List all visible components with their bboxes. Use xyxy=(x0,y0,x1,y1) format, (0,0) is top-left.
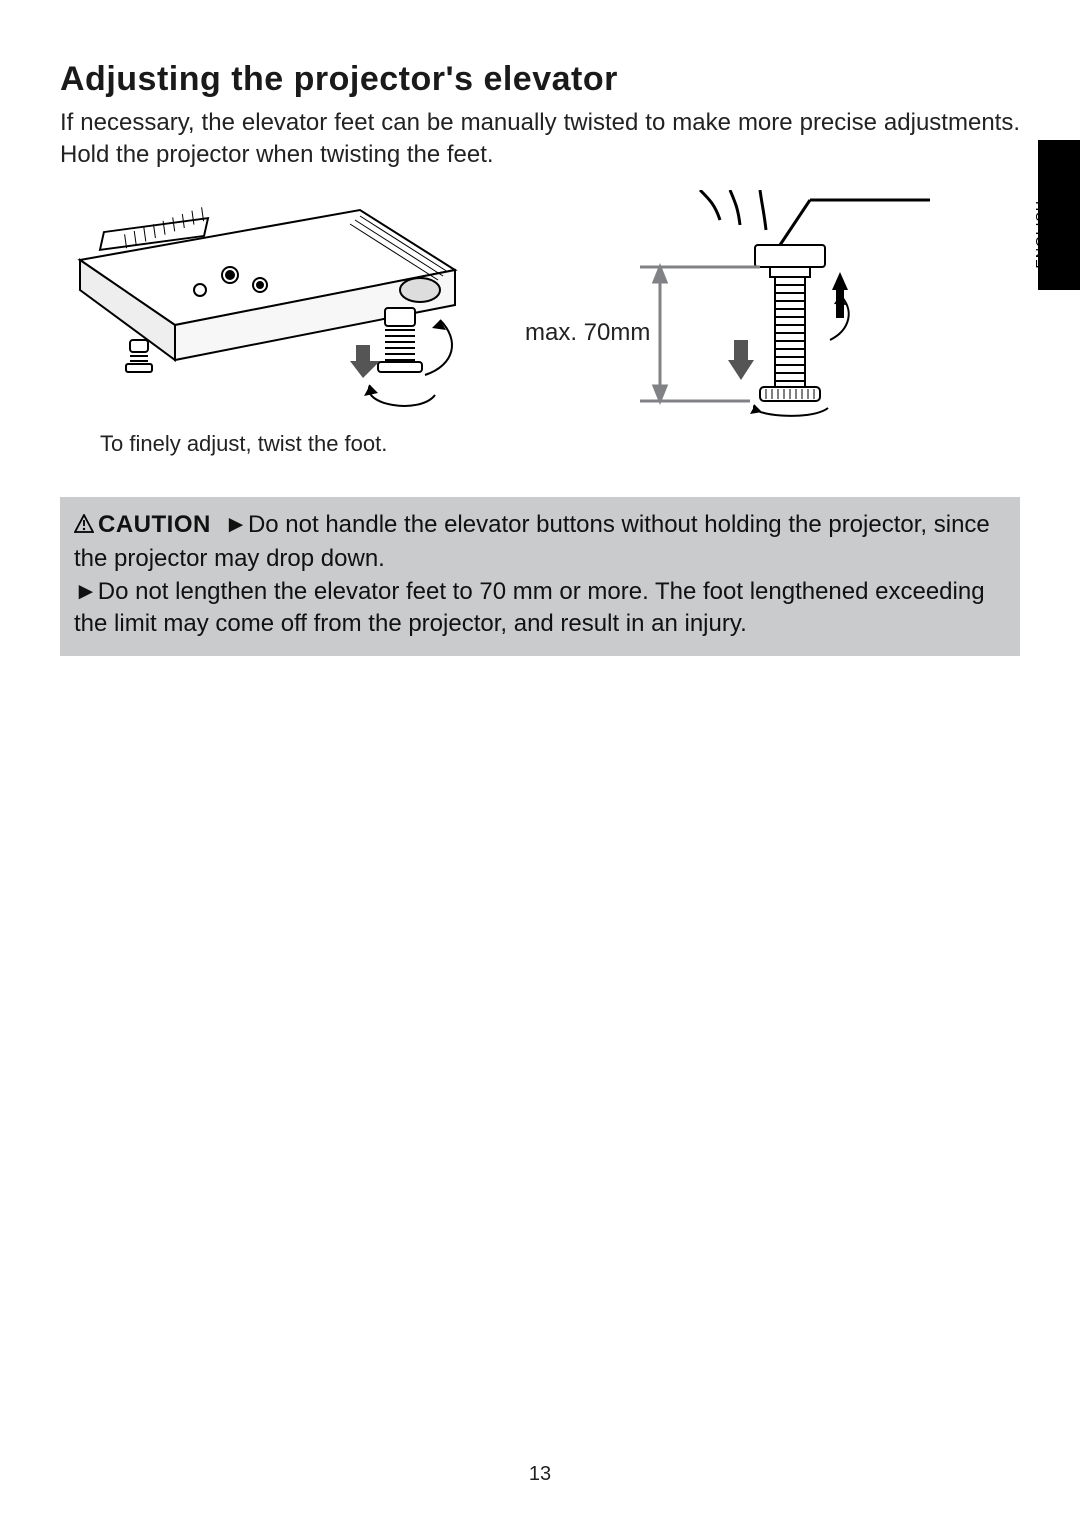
page-number: 13 xyxy=(0,1463,1080,1486)
figure-foot-closeup: max. 70mm xyxy=(510,190,930,425)
bullet-icon: ► xyxy=(224,511,248,538)
figure-projector: To finely adjust, twist the foot. xyxy=(60,190,480,457)
caution-item-2: Do not lengthen the elevator feet to 70 … xyxy=(74,578,985,637)
max-length-label: max. 70mm xyxy=(525,319,650,346)
figure-caption: To finely adjust, twist the foot. xyxy=(100,431,387,457)
warning-icon xyxy=(74,511,94,543)
caution-label: CAUTION xyxy=(98,511,211,538)
foot-closeup-illustration: max. 70mm xyxy=(510,190,930,425)
intro-text: If necessary, the elevator feet can be m… xyxy=(60,107,1020,172)
caution-box: CAUTION ►Do not handle the elevator butt… xyxy=(60,497,1020,657)
language-label: ENGLISH xyxy=(1032,200,1048,268)
caution-item-1: Do not handle the elevator buttons witho… xyxy=(74,511,990,572)
page-title: Adjusting the projector's elevator xyxy=(60,60,1020,99)
projector-illustration xyxy=(60,190,480,425)
figure-row: To finely adjust, twist the foot. xyxy=(60,190,1020,457)
bullet-icon: ► xyxy=(74,578,98,605)
manual-page: ENGLISH Adjusting the projector's elevat… xyxy=(0,0,1080,1526)
